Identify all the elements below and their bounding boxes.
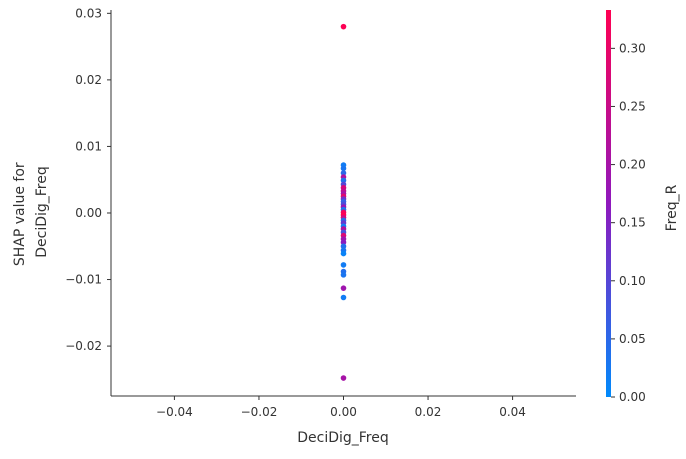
y-ticks: −0.02 −0.01 0.00 0.01 0.02 0.03 (65, 6, 111, 353)
colorbar-ticks: 0.00 0.05 0.10 0.15 0.20 0.25 0.30 (611, 41, 646, 404)
colorbar-label: Freq_R (664, 184, 680, 231)
x-ticks: −0.04 −0.02 0.00 0.02 0.04 (156, 396, 526, 419)
y-axis-label-line1: SHAP value for (12, 162, 28, 266)
x-tick-label: −0.02 (241, 405, 278, 419)
colorbar (606, 10, 611, 397)
data-point (340, 177, 347, 184)
points-layer (340, 23, 347, 381)
y-tick-label: 0.00 (75, 206, 102, 220)
x-tick-label: 0.04 (499, 405, 526, 419)
y-tick-label: 0.03 (75, 6, 102, 20)
x-tick-label: 0.02 (415, 405, 442, 419)
colorbar-tick-label: 0.20 (619, 158, 646, 172)
colorbar-tick-label: 0.05 (619, 332, 646, 346)
data-point (340, 250, 347, 257)
x-axis-label: DeciDig_Freq (297, 430, 389, 446)
data-point (340, 243, 347, 250)
data-point (340, 170, 347, 176)
colorbar-tick-label: 0.00 (619, 390, 646, 404)
y-tick-label: −0.02 (65, 339, 102, 353)
y-axis-label: SHAP value for DeciDig_Freq (12, 158, 50, 266)
data-point (340, 239, 347, 246)
y-tick-label: 0.01 (75, 139, 102, 153)
colorbar-tick-label: 0.10 (619, 274, 646, 288)
y-tick-label: −0.01 (65, 273, 102, 287)
y-axis-label-line2: DeciDig_Freq (34, 166, 50, 258)
x-tick-label: −0.04 (156, 405, 193, 419)
x-tick-label: 0.00 (330, 405, 357, 419)
colorbar-tick-label: 0.30 (619, 41, 646, 55)
data-point (340, 375, 347, 381)
data-point (340, 23, 347, 30)
data-point (340, 165, 347, 172)
data-point (340, 272, 347, 278)
data-point (340, 294, 347, 301)
colorbar-tick-label: 0.25 (619, 99, 646, 113)
colorbar-tick-label: 0.15 (619, 216, 646, 230)
data-point (340, 262, 347, 268)
data-point (340, 285, 347, 291)
y-tick-label: 0.02 (75, 73, 102, 87)
